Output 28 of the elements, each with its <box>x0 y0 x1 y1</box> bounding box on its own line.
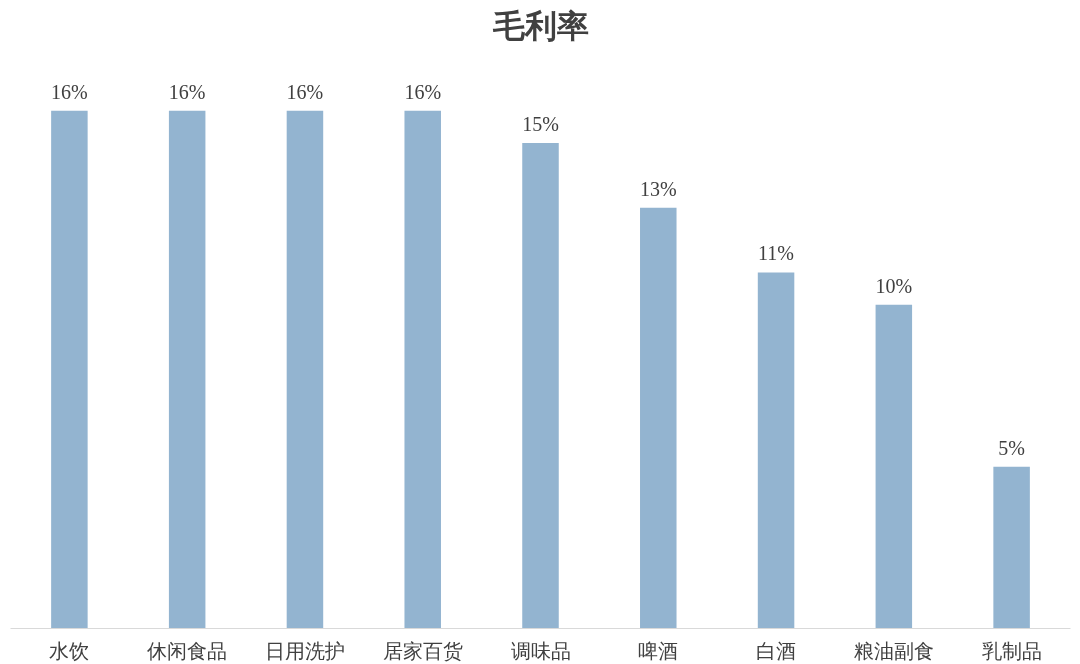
x-tick-label: 白酒 <box>756 639 797 662</box>
data-label: 5% <box>998 436 1025 459</box>
data-label: 10% <box>875 274 913 297</box>
x-tick-label: 调味品 <box>510 639 571 662</box>
bar <box>404 110 441 629</box>
x-tick-label: 啤酒 <box>638 639 679 662</box>
bar <box>168 110 206 629</box>
x-tick-label: 粮油副食 <box>853 639 934 662</box>
x-tick-label: 乳制品 <box>981 639 1042 662</box>
data-label: 16% <box>51 80 88 103</box>
bar <box>286 110 324 629</box>
bar <box>757 272 795 629</box>
x-tick-label: 休闲食品 <box>147 639 228 662</box>
bar <box>993 466 1030 629</box>
data-label: 16% <box>168 80 206 103</box>
data-label: 11% <box>758 242 795 265</box>
bar <box>522 143 559 629</box>
data-label: 16% <box>286 80 324 103</box>
data-label: 15% <box>522 113 559 136</box>
x-tick-label: 水饮 <box>49 639 90 662</box>
x-tick-label: 居家百货 <box>382 639 463 662</box>
data-label: 16% <box>404 80 442 103</box>
bar <box>51 110 88 629</box>
x-tick-label: 日用洗护 <box>264 639 345 662</box>
bar <box>875 304 913 629</box>
data-label: 13% <box>639 177 677 200</box>
bar <box>640 207 677 629</box>
chart-title: 毛利率 <box>491 7 589 44</box>
